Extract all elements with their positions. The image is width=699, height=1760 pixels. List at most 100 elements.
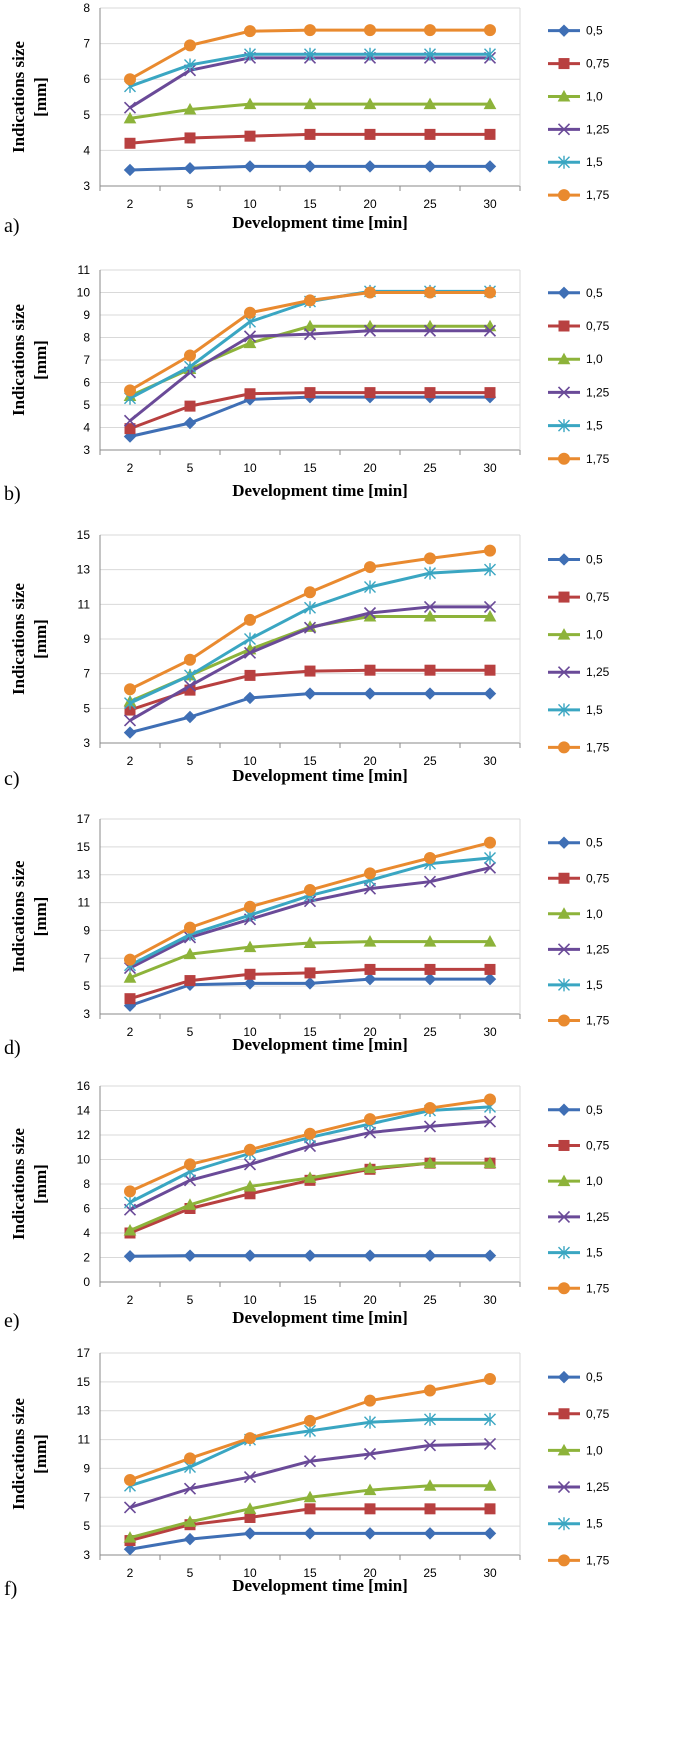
y-tick-label: 3 <box>83 736 90 750</box>
panel-label: c) <box>4 768 20 790</box>
legend-label: 1,0 <box>586 1174 603 1188</box>
legend-marker <box>558 1554 570 1567</box>
data-point <box>364 1113 376 1126</box>
data-point <box>243 336 257 349</box>
y-tick-label: 5 <box>83 701 90 715</box>
legend-marker <box>557 628 571 640</box>
data-point <box>303 319 317 332</box>
y-tick-label: 9 <box>83 632 90 646</box>
data-point <box>123 1224 137 1236</box>
data-point <box>424 1102 436 1115</box>
y-tick-label: 17 <box>77 1346 91 1360</box>
legend-marker <box>557 1210 571 1223</box>
y-tick-label: 9 <box>83 923 90 937</box>
panel-label: b) <box>4 483 21 505</box>
data-point <box>123 714 137 727</box>
y-axis-title-unit: [mm] <box>31 77 50 117</box>
y-axis-title: Indications size [mm] <box>9 860 50 972</box>
legend-marker <box>558 872 570 884</box>
data-point <box>184 1452 196 1465</box>
y-axis-title: Indications size [mm] <box>9 1398 50 1510</box>
data-point <box>483 600 497 613</box>
data-point <box>243 1527 257 1540</box>
legend-label: 1,75 <box>586 1281 610 1295</box>
legend-marker <box>557 1174 571 1187</box>
legend-marker <box>557 386 571 399</box>
y-axis-title-unit: [mm] <box>31 1434 50 1474</box>
data-point <box>363 606 377 620</box>
x-tick-label: 20 <box>363 461 377 475</box>
data-point <box>123 163 137 177</box>
y-tick-label: 3 <box>83 179 90 193</box>
data-point <box>424 47 436 61</box>
y-axis-title: Indications size [mm] <box>9 304 50 416</box>
x-tick-label: 25 <box>423 1566 437 1580</box>
x-tick-label: 25 <box>423 197 437 211</box>
y-axis-title-line: Indications size <box>9 583 28 695</box>
data-point <box>183 710 197 724</box>
y-tick-label: 6 <box>83 1202 90 1216</box>
data-point <box>124 137 136 149</box>
legend-marker <box>557 123 571 136</box>
y-tick-label: 3 <box>83 1548 90 1562</box>
legend-marker <box>557 352 571 365</box>
data-point <box>364 561 376 574</box>
x-tick-label: 10 <box>243 197 257 211</box>
y-tick-label: 7 <box>83 1490 90 1504</box>
data-point <box>363 97 377 110</box>
x-tick-label: 25 <box>423 1293 437 1307</box>
data-point <box>183 1249 197 1262</box>
x-tick-label: 10 <box>243 754 257 768</box>
data-point <box>303 1249 317 1262</box>
x-tick-label: 20 <box>363 1566 377 1580</box>
data-point <box>483 1437 497 1450</box>
x-axis-title: Development time [min] <box>232 1035 408 1054</box>
data-point <box>424 286 436 299</box>
x-tick-label: 10 <box>243 461 257 475</box>
data-point <box>363 1126 377 1139</box>
data-point <box>424 128 436 140</box>
y-tick-label: 5 <box>83 398 90 412</box>
y-tick-label: 4 <box>83 1226 90 1240</box>
data-point <box>483 935 497 947</box>
y-tick-label: 11 <box>78 263 91 277</box>
data-point <box>484 963 496 975</box>
data-point <box>123 726 137 739</box>
data-point <box>183 416 197 430</box>
data-point <box>423 972 437 986</box>
data-point <box>304 47 316 61</box>
data-point <box>244 632 256 646</box>
data-point <box>124 993 136 1005</box>
data-point <box>183 1198 197 1210</box>
data-point <box>184 132 196 144</box>
data-point <box>304 665 316 677</box>
data-point <box>303 1171 317 1183</box>
y-tick-label: 14 <box>77 1104 91 1118</box>
x-tick-label: 10 <box>243 1293 257 1307</box>
data-point <box>123 1531 137 1543</box>
data-point <box>423 1156 437 1169</box>
data-point <box>364 286 376 299</box>
y-tick-label: 10 <box>77 1153 91 1167</box>
data-point <box>244 130 256 142</box>
data-point <box>243 1249 257 1262</box>
data-point <box>484 1372 496 1385</box>
data-point <box>363 1161 377 1174</box>
x-tick-label: 5 <box>187 197 194 211</box>
y-tick-label: 5 <box>83 1519 90 1533</box>
y-axis-title-line: Indications size <box>9 1128 28 1240</box>
x-tick-label: 30 <box>483 461 497 475</box>
data-point <box>243 1179 257 1192</box>
data-point <box>363 1249 377 1262</box>
legend-marker <box>558 741 570 754</box>
data-point <box>484 544 496 557</box>
data-point <box>244 306 256 319</box>
data-point <box>303 977 317 990</box>
series-line-1-25 <box>129 866 491 970</box>
data-point <box>424 1503 436 1515</box>
data-point <box>123 101 137 114</box>
